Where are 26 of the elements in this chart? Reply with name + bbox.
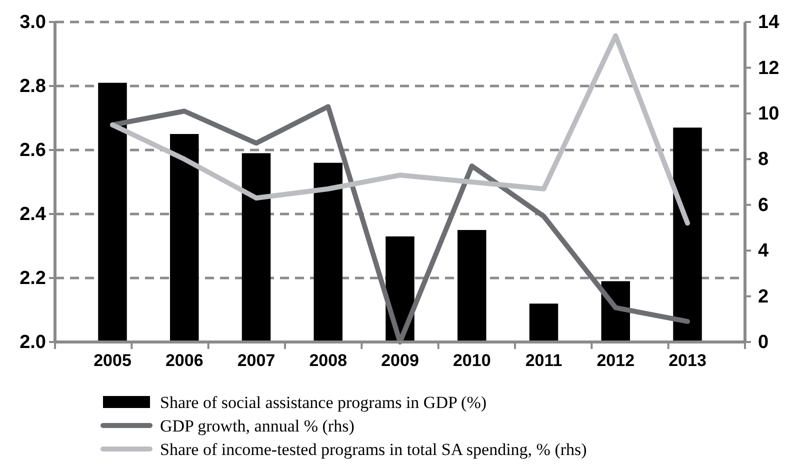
legend-label: Share of social assistance programs in GDP (%): [160, 392, 487, 412]
y2-tick-label: 0: [758, 332, 769, 354]
x-tick-label: 2013: [668, 351, 706, 370]
x-tick-label: 2006: [165, 351, 204, 370]
x-tick-label: 2012: [596, 351, 635, 370]
y2-tick-label: 2: [758, 286, 769, 308]
x-tick-label: 2008: [309, 351, 348, 370]
y2-tick-label: 10: [758, 104, 780, 125]
y-tick-label: 2.4: [20, 204, 46, 226]
y-tick-label: 2.6: [20, 140, 46, 162]
y2-tick-label: 8: [758, 149, 769, 170]
legend-label: Share of income-tested programs in total SA spending, % (rhs): [160, 440, 587, 459]
y2-tick-label: 6: [758, 194, 769, 216]
x-tick-label: 2007: [237, 351, 276, 370]
y2-tick-label: 12: [758, 58, 780, 79]
x-tick-label: 2009: [381, 351, 419, 370]
y-tick-label: 2.2: [20, 268, 46, 290]
x-tick-label: 2011: [525, 351, 562, 370]
x-tick-label: 2005: [94, 351, 132, 370]
y-tick-label: 3.0: [20, 12, 46, 34]
y2-tick-label: 14: [758, 12, 780, 34]
y2-tick-label: 4: [758, 240, 769, 262]
y-tick-label: 2.8: [20, 76, 46, 98]
legend-label: GDP growth, annual % (rhs): [160, 416, 354, 436]
x-tick-label: 2010: [452, 351, 491, 370]
y-tick-label: 2.0: [20, 332, 46, 354]
